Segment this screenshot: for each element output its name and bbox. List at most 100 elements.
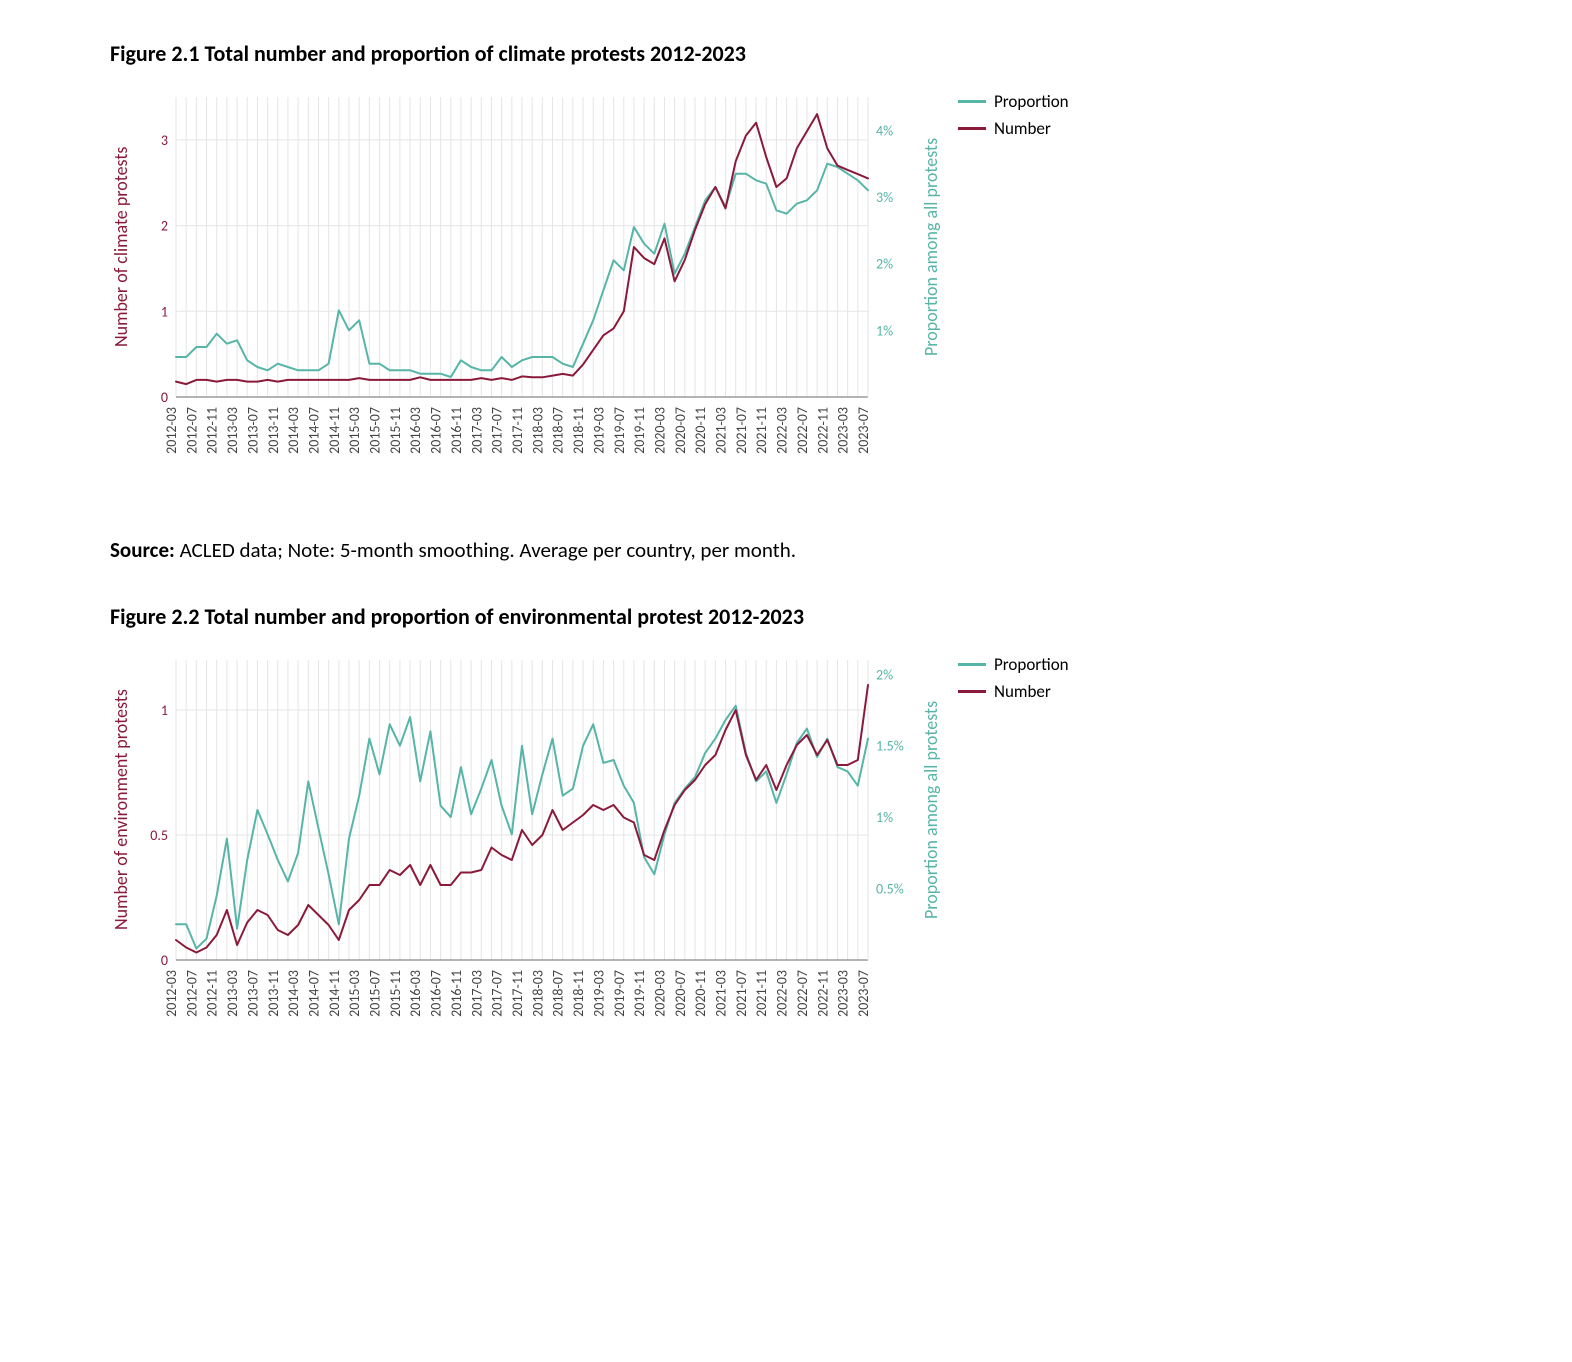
- svg-text:2015-07: 2015-07: [367, 407, 384, 454]
- svg-text:2017-07: 2017-07: [489, 407, 506, 454]
- legend-item: Proportion: [958, 654, 1069, 675]
- svg-text:4%: 4%: [876, 122, 893, 139]
- fig1-ylabel-right: Proportion among all protests: [920, 87, 942, 407]
- fig2-legend: Proportion Number: [958, 654, 1069, 708]
- svg-text:2022-07: 2022-07: [794, 970, 811, 1017]
- svg-text:1%: 1%: [876, 809, 893, 826]
- legend-item: Proportion: [958, 91, 1069, 112]
- svg-text:2014-03: 2014-03: [285, 407, 302, 454]
- svg-text:2012-03: 2012-03: [163, 407, 180, 454]
- figure2-title: Figure 2.2 Total number and proportion o…: [110, 603, 1360, 630]
- svg-text:0: 0: [161, 389, 168, 406]
- svg-text:2021-03: 2021-03: [713, 970, 730, 1017]
- svg-text:2017-03: 2017-03: [468, 970, 485, 1017]
- svg-text:2013-11: 2013-11: [265, 407, 282, 454]
- svg-text:2020-07: 2020-07: [672, 970, 689, 1017]
- svg-text:2015-11: 2015-11: [387, 970, 404, 1017]
- svg-text:2014-11: 2014-11: [326, 407, 343, 454]
- svg-text:1: 1: [161, 702, 168, 719]
- svg-text:2015-07: 2015-07: [367, 970, 384, 1017]
- svg-text:2022-03: 2022-03: [774, 407, 791, 454]
- svg-text:2020-11: 2020-11: [692, 970, 709, 1017]
- svg-text:2014-03: 2014-03: [285, 970, 302, 1017]
- svg-text:2021-11: 2021-11: [753, 407, 770, 454]
- fig2-svg: 00.510.5%1%1.5%2%2012-032012-072012-1120…: [136, 650, 916, 1070]
- svg-text:2014-11: 2014-11: [326, 970, 343, 1017]
- figure1-title: Figure 2.1 Total number and proportion o…: [110, 40, 1360, 67]
- svg-text:2019-03: 2019-03: [590, 970, 607, 1017]
- fig1-legend: Proportion Number: [958, 91, 1069, 145]
- svg-text:2016-03: 2016-03: [407, 407, 424, 454]
- svg-text:2016-11: 2016-11: [448, 970, 465, 1017]
- svg-text:2018-03: 2018-03: [529, 970, 546, 1017]
- legend-label: Proportion: [994, 654, 1069, 675]
- legend-label: Number: [994, 118, 1051, 139]
- svg-text:2018-11: 2018-11: [570, 407, 587, 454]
- svg-text:2022-07: 2022-07: [794, 407, 811, 454]
- svg-text:2017-11: 2017-11: [509, 407, 526, 454]
- svg-text:2015-03: 2015-03: [346, 407, 363, 454]
- svg-text:2021-03: 2021-03: [713, 407, 730, 454]
- legend-label: Number: [994, 681, 1051, 702]
- svg-text:2022-03: 2022-03: [774, 970, 791, 1017]
- svg-text:2013-07: 2013-07: [244, 407, 261, 454]
- legend-swatch: [958, 100, 986, 103]
- svg-text:2017-11: 2017-11: [509, 970, 526, 1017]
- fig2-ylabel-right: Proportion among all protests: [920, 650, 942, 970]
- svg-text:2019-11: 2019-11: [631, 407, 648, 454]
- svg-text:2012-07: 2012-07: [183, 407, 200, 454]
- svg-text:2019-11: 2019-11: [631, 970, 648, 1017]
- svg-text:0: 0: [161, 952, 168, 969]
- svg-text:2017-07: 2017-07: [489, 970, 506, 1017]
- svg-text:2%: 2%: [876, 256, 893, 273]
- svg-text:2020-03: 2020-03: [651, 407, 668, 454]
- svg-text:2019-03: 2019-03: [590, 407, 607, 454]
- svg-text:2022-11: 2022-11: [814, 970, 831, 1017]
- svg-text:1%: 1%: [876, 322, 893, 339]
- svg-text:2023-03: 2023-03: [835, 407, 852, 454]
- svg-text:2013-11: 2013-11: [265, 970, 282, 1017]
- svg-text:2023-03: 2023-03: [835, 970, 852, 1017]
- legend-swatch: [958, 663, 986, 666]
- svg-text:3%: 3%: [876, 189, 893, 206]
- svg-text:2013-03: 2013-03: [224, 407, 241, 454]
- svg-text:2015-11: 2015-11: [387, 407, 404, 454]
- svg-text:2: 2: [161, 218, 168, 235]
- legend-swatch: [958, 690, 986, 693]
- svg-text:2016-11: 2016-11: [448, 407, 465, 454]
- svg-text:1.5%: 1.5%: [876, 738, 904, 755]
- svg-text:2019-07: 2019-07: [611, 407, 628, 454]
- svg-text:2016-03: 2016-03: [407, 970, 424, 1017]
- svg-text:3: 3: [161, 132, 168, 149]
- svg-text:2018-07: 2018-07: [550, 407, 567, 454]
- svg-text:2018-11: 2018-11: [570, 970, 587, 1017]
- svg-text:2020-07: 2020-07: [672, 407, 689, 454]
- legend-label: Proportion: [994, 91, 1069, 112]
- svg-text:2021-11: 2021-11: [753, 970, 770, 1017]
- svg-text:2018-03: 2018-03: [529, 407, 546, 454]
- figure1-chart: Number of climate protests 0 1 2 3 1% 2% 3% 4% 2…: [110, 87, 1310, 507]
- svg-text:2012-11: 2012-11: [204, 970, 221, 1017]
- svg-text:2018-07: 2018-07: [550, 970, 567, 1017]
- svg-text:2023-07: 2023-07: [855, 970, 872, 1017]
- svg-text:2013-03: 2013-03: [224, 970, 241, 1017]
- svg-text:2020-11: 2020-11: [692, 407, 709, 454]
- svg-text:2021-07: 2021-07: [733, 407, 750, 454]
- fig1-ylabel-left: Number of climate protests: [110, 87, 132, 407]
- fig1-svg: 01231%2%3%4%2012-032012-072012-112013-03…: [136, 87, 916, 507]
- svg-text:2014-07: 2014-07: [305, 407, 322, 454]
- svg-text:0.5: 0.5: [150, 827, 168, 844]
- svg-text:0.5%: 0.5%: [876, 881, 904, 898]
- svg-text:2016-07: 2016-07: [428, 407, 445, 454]
- svg-text:2022-11: 2022-11: [814, 407, 831, 454]
- svg-text:2017-03: 2017-03: [468, 407, 485, 454]
- svg-text:1: 1: [161, 303, 168, 320]
- legend-swatch: [958, 127, 986, 130]
- fig2-ylabel-left: Number of environment protests: [110, 650, 132, 970]
- figure2-chart: Number of environment protests 0 0.5 1 0.5%…: [110, 650, 1310, 1070]
- legend-item: Number: [958, 681, 1069, 702]
- svg-text:2012-03: 2012-03: [163, 970, 180, 1017]
- svg-text:2021-07: 2021-07: [733, 970, 750, 1017]
- svg-text:2019-07: 2019-07: [611, 970, 628, 1017]
- svg-text:2020-03: 2020-03: [651, 970, 668, 1017]
